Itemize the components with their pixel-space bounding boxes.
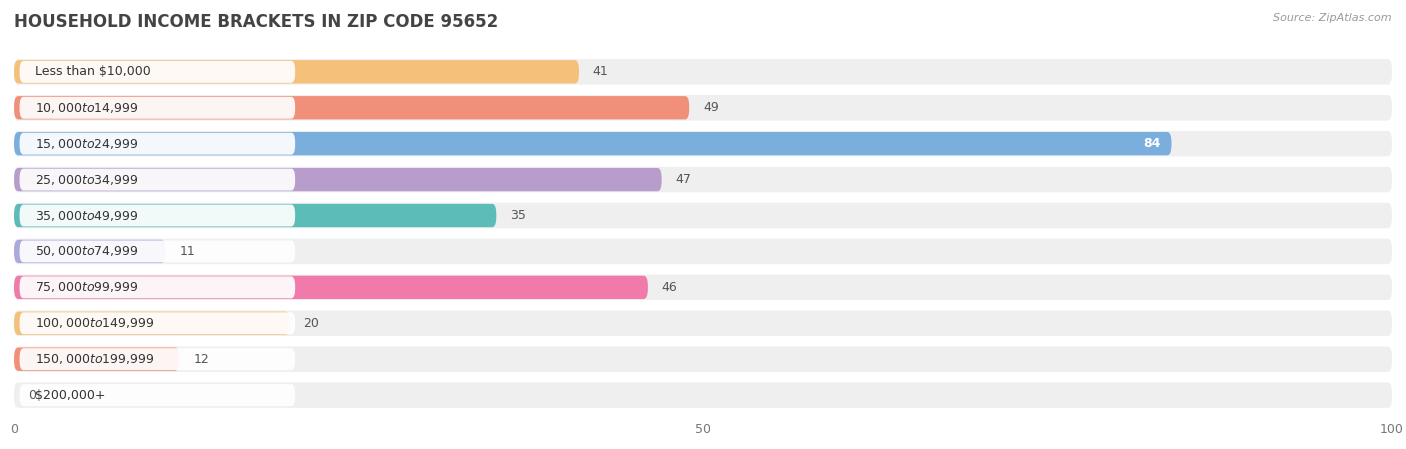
Text: HOUSEHOLD INCOME BRACKETS IN ZIP CODE 95652: HOUSEHOLD INCOME BRACKETS IN ZIP CODE 95… — [14, 13, 498, 31]
FancyBboxPatch shape — [14, 204, 496, 227]
Text: 46: 46 — [662, 281, 678, 294]
FancyBboxPatch shape — [14, 168, 662, 191]
FancyBboxPatch shape — [20, 348, 295, 370]
Text: $150,000 to $199,999: $150,000 to $199,999 — [35, 352, 155, 366]
FancyBboxPatch shape — [14, 95, 1392, 120]
FancyBboxPatch shape — [14, 60, 579, 84]
Text: 20: 20 — [304, 317, 319, 330]
Text: Source: ZipAtlas.com: Source: ZipAtlas.com — [1274, 13, 1392, 23]
Text: $50,000 to $74,999: $50,000 to $74,999 — [35, 244, 138, 259]
FancyBboxPatch shape — [14, 132, 1171, 155]
FancyBboxPatch shape — [14, 131, 1392, 156]
FancyBboxPatch shape — [14, 240, 166, 263]
Text: 11: 11 — [180, 245, 195, 258]
Text: 41: 41 — [593, 66, 609, 78]
Text: $25,000 to $34,999: $25,000 to $34,999 — [35, 172, 138, 187]
Text: 84: 84 — [1143, 137, 1160, 150]
Text: 49: 49 — [703, 101, 718, 114]
Text: $35,000 to $49,999: $35,000 to $49,999 — [35, 208, 138, 223]
FancyBboxPatch shape — [14, 167, 1392, 192]
FancyBboxPatch shape — [20, 313, 295, 334]
FancyBboxPatch shape — [14, 312, 290, 335]
FancyBboxPatch shape — [14, 348, 180, 371]
FancyBboxPatch shape — [20, 97, 295, 119]
FancyBboxPatch shape — [20, 205, 295, 226]
Text: $15,000 to $24,999: $15,000 to $24,999 — [35, 136, 138, 151]
Text: 47: 47 — [675, 173, 692, 186]
FancyBboxPatch shape — [14, 383, 1392, 408]
Text: 0: 0 — [28, 389, 35, 401]
FancyBboxPatch shape — [20, 277, 295, 298]
Text: Less than $10,000: Less than $10,000 — [35, 66, 150, 78]
FancyBboxPatch shape — [14, 96, 689, 119]
FancyBboxPatch shape — [14, 311, 1392, 336]
FancyBboxPatch shape — [14, 239, 1392, 264]
FancyBboxPatch shape — [14, 59, 1392, 84]
FancyBboxPatch shape — [14, 347, 1392, 372]
FancyBboxPatch shape — [20, 169, 295, 190]
FancyBboxPatch shape — [20, 133, 295, 154]
Text: 35: 35 — [510, 209, 526, 222]
FancyBboxPatch shape — [20, 61, 295, 83]
Text: 12: 12 — [193, 353, 209, 365]
FancyBboxPatch shape — [14, 275, 1392, 300]
FancyBboxPatch shape — [20, 241, 295, 262]
Text: $10,000 to $14,999: $10,000 to $14,999 — [35, 101, 138, 115]
FancyBboxPatch shape — [20, 384, 295, 406]
FancyBboxPatch shape — [14, 203, 1392, 228]
Text: $100,000 to $149,999: $100,000 to $149,999 — [35, 316, 155, 330]
FancyBboxPatch shape — [14, 276, 648, 299]
Text: $200,000+: $200,000+ — [35, 389, 105, 401]
Text: $75,000 to $99,999: $75,000 to $99,999 — [35, 280, 138, 295]
